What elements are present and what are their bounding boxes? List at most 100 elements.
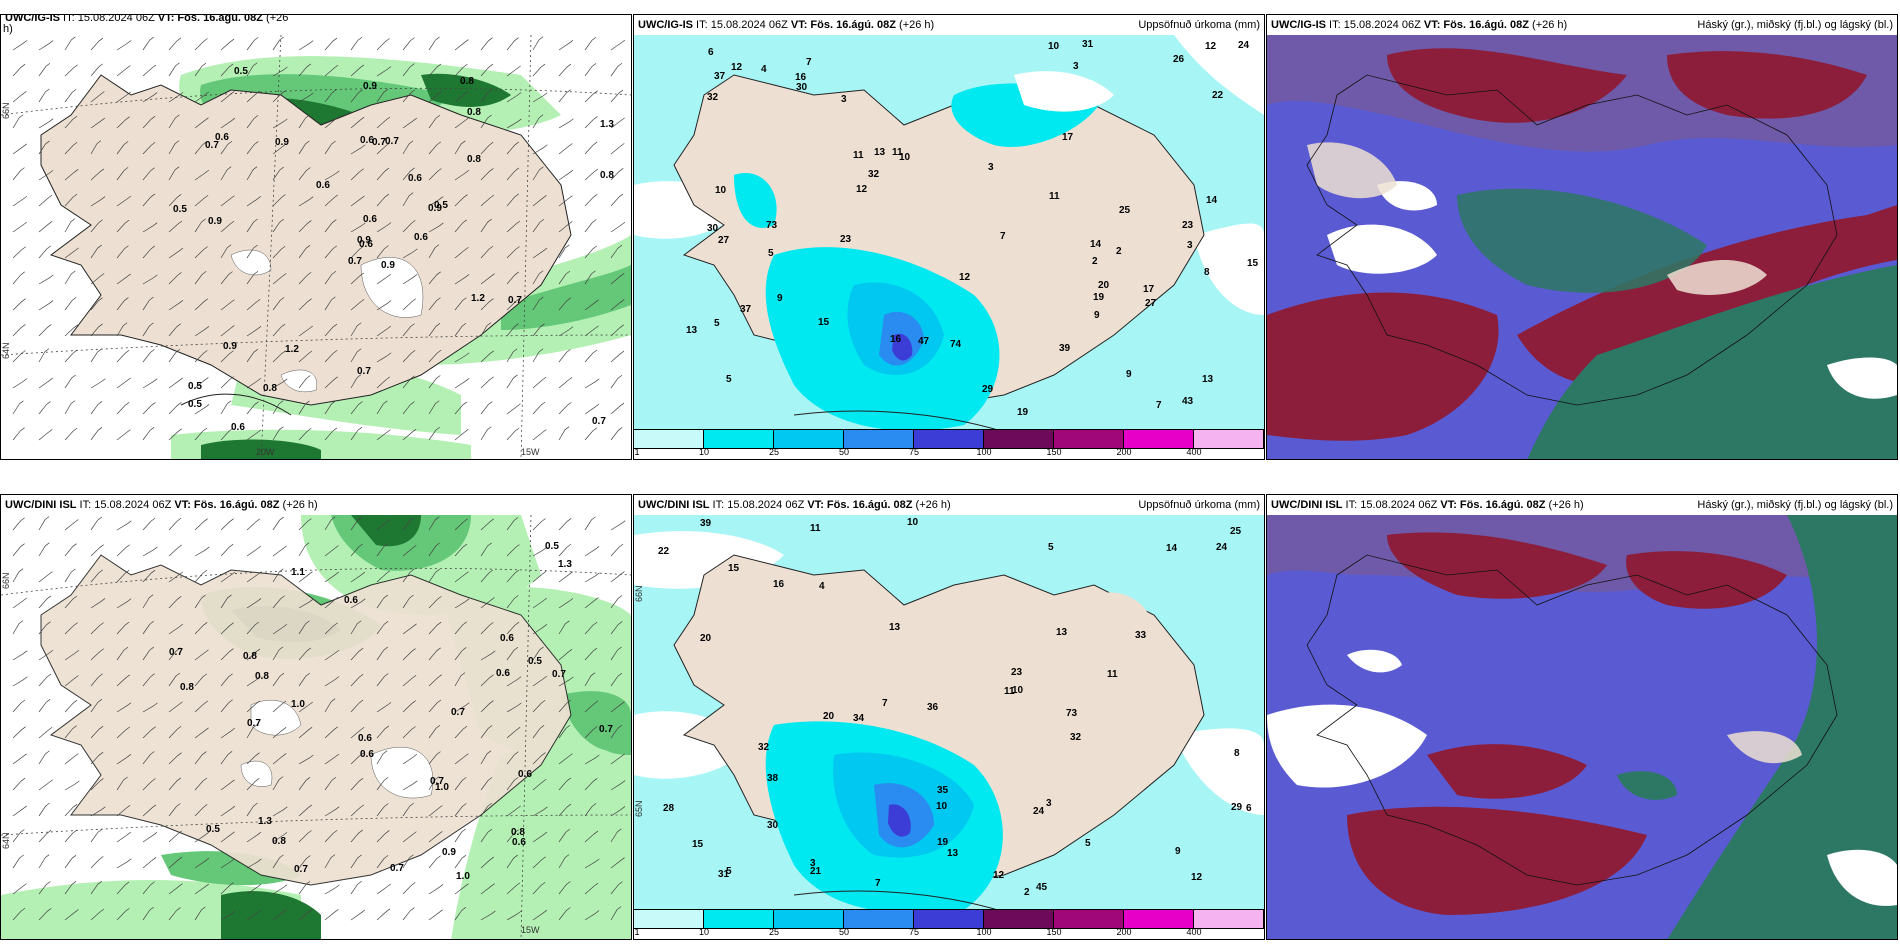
wind-barb [350,195,365,207]
wind-barb [298,428,312,441]
wind-barb [194,218,206,233]
map-value-label: 11 [1107,669,1118,680]
wind-barb [194,594,206,609]
wind-barb [532,166,544,181]
wind-barb [558,518,572,531]
legend-label: 400 [1186,927,1202,937]
wind-barb [38,170,54,181]
wind-barb [298,375,311,389]
wind-barb [194,883,209,895]
map-value-label: 0.8 [511,827,525,838]
wind-barb [402,517,415,531]
wind-barb [12,221,28,233]
lon-label-20w: 20W [256,447,275,457]
wind-barb [558,326,574,337]
wind-barb [324,726,338,739]
wind-barb [584,910,600,921]
map-value-label: 0.6 [344,595,358,606]
wind-barb [298,726,313,739]
init-time: IT: 15.08.2024 06Z [1326,19,1424,31]
legend-swatch [1054,910,1124,928]
precip-map-svg: 66N 65N 72351115201210131413710511202134… [634,515,1264,939]
wind-barb [324,806,340,817]
wind-barb [12,676,28,687]
wind-barb [90,673,103,687]
wind-barb [116,621,130,635]
wind-barb [168,428,182,441]
map-value-label: 0.8 [460,76,474,87]
wind-barb [90,516,102,531]
panel-header: UWC/DINI ISL IT: 15.08.2024 06Z VT: Fös.… [1267,495,1897,515]
map-value-label: 0.6 [500,633,514,644]
wind-barb [142,167,155,181]
wind-barb [64,699,78,713]
wind-barb [272,623,288,635]
map-value-label: 12 [993,870,1005,881]
forecast-offset: (+26 h) [279,499,318,511]
wind-barb [168,402,182,415]
wind-barb [480,542,492,557]
map-value-label: 13 [874,147,886,158]
map-value-label: 10 [1048,41,1060,52]
map-value-label: 0.5 [173,204,187,215]
wind-barb [142,881,155,895]
wind-barb [480,569,494,583]
wind-barb [64,909,79,921]
legend-swatch [704,430,774,448]
map-value-label: 0.7 [599,724,613,735]
map-value-label: 20 [1098,280,1110,291]
wind-barb [246,700,261,713]
map-value-label: 0.9 [357,235,371,246]
wind-barb [298,518,312,531]
wind-barb [558,143,573,155]
wind-barb [272,516,284,531]
wind-barb [402,907,415,921]
map-value-label: 0.8 [180,682,194,693]
wind-barb [246,218,258,233]
wind-barb [532,114,544,129]
wind-barb [506,374,518,389]
forecast-offset: (+26 h) [896,19,935,31]
wind-barb [350,168,364,181]
wind-barb [64,881,77,895]
wind-barb [324,427,338,441]
wind-barb [558,63,572,77]
wind-barb [90,348,102,363]
map-value-label: 13 [686,325,698,336]
wind-barb [168,272,182,285]
wind-barb [38,621,51,635]
wind-barb [246,196,262,207]
wind-barb [246,244,258,259]
wind-barb [454,63,468,77]
legend-swatch [634,430,704,448]
wind-barb [402,648,416,661]
wind-barb [428,776,440,791]
wind-barb [116,141,129,155]
legend-swatch [634,910,704,928]
wind-barb [428,222,444,233]
map-value-label: 0.6 [316,180,330,191]
init-time: IT: 15.08.2024 06Z [60,14,158,24]
map-value-label: 24 [1238,40,1250,51]
wind-barb [428,114,441,129]
map-value-label: 36 [927,702,939,713]
map-value-label: 25 [1230,526,1242,537]
wind-barb [610,828,622,843]
map-value-label: 10 [1012,685,1024,696]
wind-barb [558,169,574,181]
wind-barb [610,672,623,687]
lat-label-64n: 64N [1,832,11,849]
panel-header: UWC/DINI ISL IT: 15.08.2024 06Z VT: Fös.… [634,495,1264,515]
wind-barb [272,166,284,181]
wind-barb [610,350,625,363]
wind-barb [90,856,104,869]
legend-label: 150 [1046,447,1062,457]
wind-barb [220,220,235,233]
wind-barb [584,700,599,713]
model-source: UWC/IG-IS [638,19,693,31]
map-value-label: 0.7 [385,136,399,147]
wind-barb [376,830,390,843]
map-value-label: 10 [899,152,911,163]
wind-barb [506,403,521,415]
wind-barb [350,272,365,285]
